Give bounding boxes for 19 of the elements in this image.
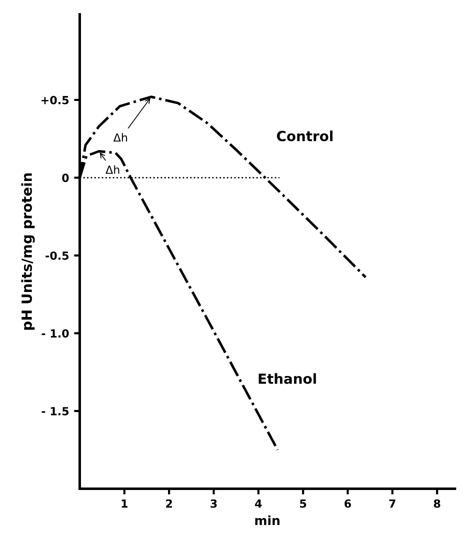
x-tick-label: 4 [255,500,262,508]
x-tick-label: 7 [389,500,396,508]
y-tick-label: 0 [62,174,69,182]
text: Control [276,130,333,142]
annotation: Δh [106,165,120,174]
x-tick-label: 2 [166,499,172,508]
y-tick-label: - 1.0 [42,329,69,338]
x-axis-title: min [255,515,280,525]
y-axis-title: pH Units/mg protein [21,173,35,330]
x-tick-label: 1 [122,500,128,508]
y-tick-label: +0.5 [41,96,69,104]
series-label: Ethanol [258,373,316,384]
y-tick-label: -0.5 [46,251,69,260]
x-tick-label: 5 [300,500,306,508]
annotation: Δh [113,133,128,142]
y-tick-label: - 1.5 [42,407,69,416]
x-tick-label: 3 [210,499,217,508]
x-tick-label: 6 [344,499,351,508]
x-tick-label: 8 [434,499,440,508]
